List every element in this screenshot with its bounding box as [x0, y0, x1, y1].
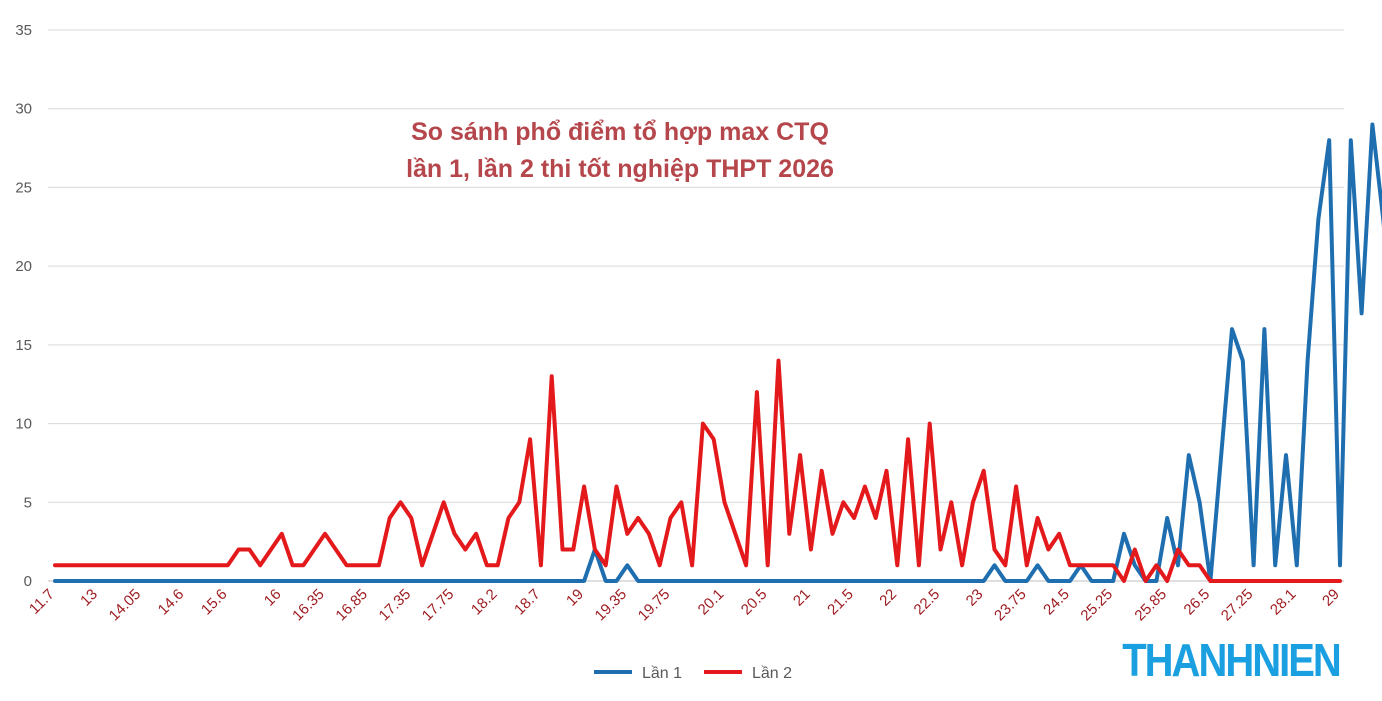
series-lines: [53, 122, 1382, 583]
x-tick-label: 20.1: [695, 586, 728, 619]
x-tick-label: 18.2: [468, 586, 501, 619]
x-tick-label: 28.1: [1267, 586, 1300, 619]
x-tick-label: 22: [876, 586, 900, 610]
x-tick-label: 14.05: [106, 586, 145, 625]
y-tick-label: 20: [15, 258, 32, 275]
x-axis-ticks: 11.7 13 14.05 14.6 15.6 16 16.35 16.85 17.35 17.7…: [26, 586, 1343, 625]
x-tick-label: 14.6: [155, 586, 188, 619]
x-tick-label: 21: [790, 586, 814, 610]
y-tick-label: 10: [15, 416, 32, 433]
y-tick-label: 15: [15, 337, 32, 354]
y-axis-ticks: 0 5 10 15 20 25 30 35: [15, 22, 32, 590]
x-tick-label: 15.6: [198, 586, 231, 619]
series-line-2: [53, 358, 1342, 583]
chart-title-line-2: lần 1, lần 2 thi tốt nghiệp THPT 2026: [406, 155, 834, 183]
chart-title-line-1: So sánh phổ điểm tổ hợp max CTQ: [411, 118, 829, 146]
x-tick-label: 25.85: [1131, 586, 1170, 625]
x-tick-label: 27.25: [1218, 586, 1257, 625]
x-tick-label: 21.5: [824, 586, 857, 619]
x-tick-label: 19.75: [635, 586, 674, 625]
grid-lines: [48, 29, 1344, 582]
x-tick-label: 23: [963, 586, 987, 610]
x-tick-label: 22.5: [911, 586, 944, 619]
x-tick-label: 18.7: [511, 586, 544, 619]
x-tick-label: 20.5: [738, 586, 771, 619]
x-tick-label: 24.5: [1040, 586, 1073, 619]
x-tick-label: 16.35: [289, 586, 328, 625]
x-tick-label: 26.5: [1181, 586, 1214, 619]
y-tick-label: 25: [15, 179, 32, 196]
series-line-1: [53, 122, 1382, 583]
x-tick-label: 16: [261, 586, 285, 610]
y-tick-label: 0: [24, 573, 32, 590]
thanhnien-logo: THANHNIEN: [1122, 635, 1342, 686]
y-tick-label: 30: [15, 101, 32, 118]
x-tick-label: 23.75: [991, 586, 1030, 625]
x-tick-label: 16.85: [332, 586, 371, 625]
legend-label-1: Lần 1: [642, 665, 682, 682]
x-tick-label: 25.25: [1077, 586, 1116, 625]
y-tick-label: 5: [24, 494, 32, 511]
legend-label-2: Lần 2: [752, 665, 792, 682]
x-tick-label: 11.7: [26, 586, 58, 618]
x-tick-label: 17.75: [419, 586, 458, 625]
x-tick-label: 17.35: [376, 586, 415, 625]
x-tick-label: 13: [77, 586, 101, 610]
chart-title: So sánh phổ điểm tổ hợp max CTQ lần 1, l…: [300, 114, 940, 188]
x-tick-label: 19: [563, 586, 587, 610]
y-tick-label: 35: [15, 22, 32, 39]
x-tick-label: 19.35: [592, 586, 631, 625]
x-tick-label: 29: [1319, 586, 1343, 610]
legend: Lần 1 Lần 2: [594, 665, 792, 682]
